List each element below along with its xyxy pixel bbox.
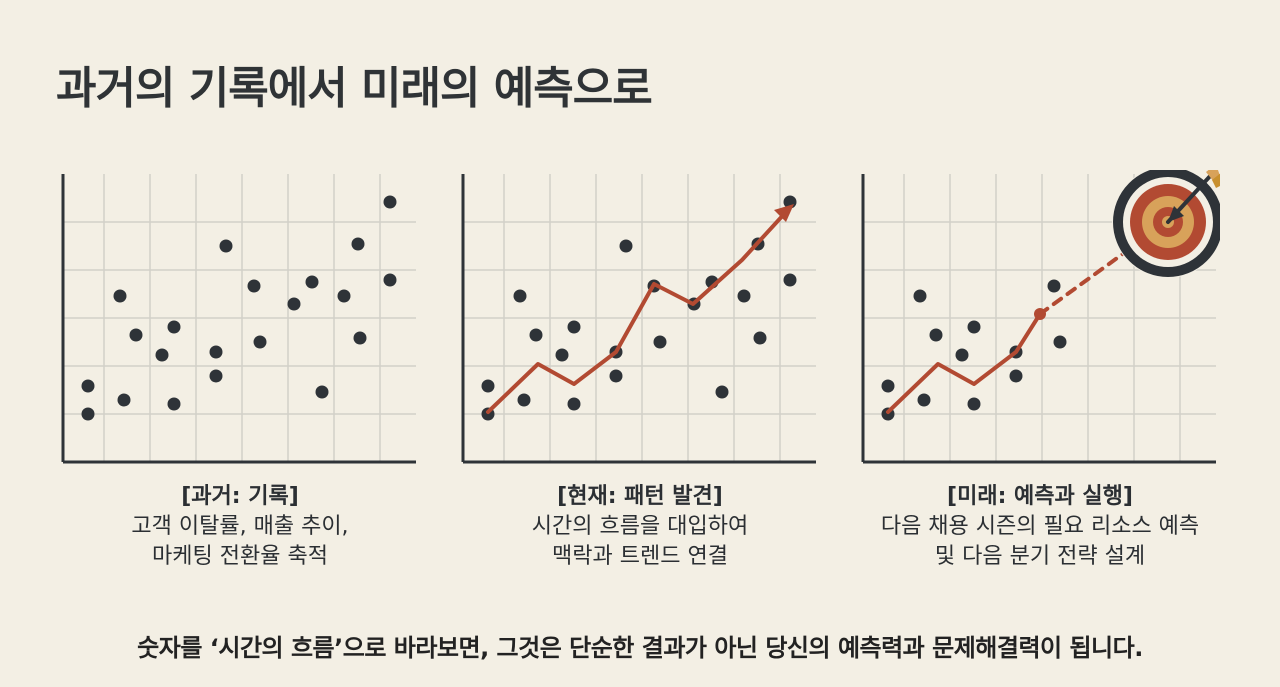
caption-line: 마케팅 전환율 축적 [152,544,328,569]
caption-heading: [미래: 예측과 실행] [947,484,1133,509]
data-dot [337,289,351,303]
data-dot [167,397,181,411]
data-dot [247,279,261,293]
data-dot [129,328,143,342]
data-dot [383,195,397,209]
data-dot [513,289,527,303]
data-dot [253,335,267,349]
data-dot [917,393,931,407]
data-dot [967,320,981,334]
caption-present: [현재: 패턴 발견] 시간의 흐름을 대입하여 맥락과 트렌드 연결 [460,482,820,572]
data-dot [1053,335,1067,349]
data-dot [955,348,969,362]
data-dot [881,379,895,393]
data-dot [305,275,319,289]
data-dot [219,239,233,253]
grid [463,174,816,462]
data-dot [81,379,95,393]
target-icon [1112,170,1220,278]
arrow-icon [1166,170,1220,224]
caption-line: 고객 이탈률, 매출 추이, [131,514,349,539]
caption-line: 및 다음 분기 전략 설계 [934,544,1146,569]
data-dot [167,320,181,334]
data-dot [967,397,981,411]
scatter-dots [881,279,1067,421]
data-dot [81,407,95,421]
caption-heading: [현재: 패턴 발견] [557,484,723,509]
data-dot [567,320,581,334]
data-dot [567,397,581,411]
data-dot [209,345,223,359]
data-dot [929,328,943,342]
trend-arrowhead [774,204,794,222]
grid [63,174,416,462]
data-dot [619,239,633,253]
data-dot [383,273,397,287]
page-title: 과거의 기록에서 미래의 예측으로 [56,63,653,114]
panel-present-chart [461,174,816,464]
data-dot [1047,279,1061,293]
footer-message: 숫자를 ‘시간의 흐름’으로 바라보면, 그것은 단순한 결과가 아닌 당신의 … [137,634,1143,662]
data-dot [1009,369,1023,383]
scatter-dots [81,195,397,421]
data-dot [481,379,495,393]
data-dot [517,393,531,407]
data-dot [315,385,329,399]
data-dot [529,328,543,342]
data-dot [653,335,667,349]
data-dot [353,331,367,345]
caption-past: [과거: 기록] 고객 이탈률, 매출 추이, 마케팅 전환율 축적 [60,482,420,572]
panel-future-chart [861,170,1220,464]
data-dot [351,237,365,251]
data-dot [117,393,131,407]
data-dot [209,369,223,383]
caption-heading: [과거: 기록] [181,484,299,509]
data-dot [555,348,569,362]
caption-future: [미래: 예측과 실행] 다음 채용 시즌의 필요 리소스 예측 및 다음 분기… [860,482,1220,572]
panel-past-chart [61,174,416,464]
data-dot [737,289,751,303]
caption-line: 시간의 흐름을 대입하여 [531,514,749,539]
data-dot [715,385,729,399]
data-dot [783,273,797,287]
data-dot [155,348,169,362]
data-dot [913,289,927,303]
caption-line: 다음 채용 시즌의 필요 리소스 예측 [880,514,1200,539]
caption-line: 맥락과 트렌드 연결 [552,544,728,569]
data-dot [609,369,623,383]
trend-line [486,210,788,414]
data-dot [287,297,301,311]
data-dot [753,331,767,345]
trend-line [886,312,1042,414]
data-dot [113,289,127,303]
